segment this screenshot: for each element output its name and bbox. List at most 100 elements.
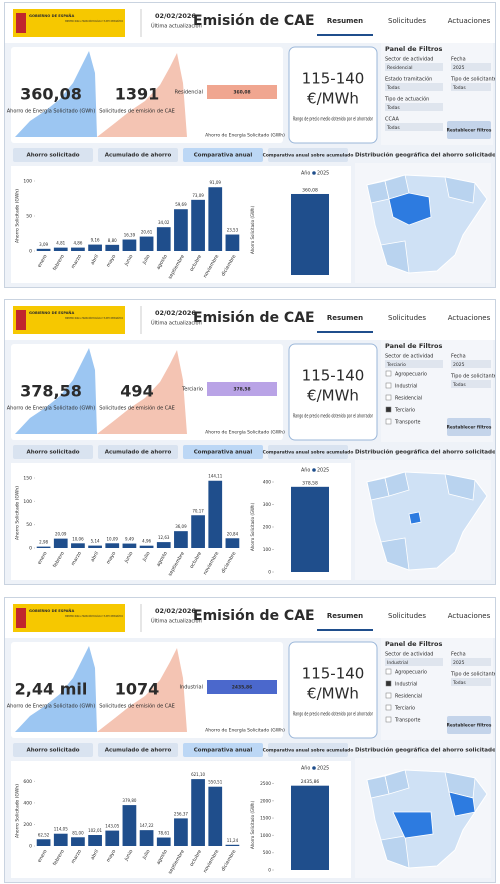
nav-tab[interactable]: Actuaciones [448, 612, 491, 620]
dropdown[interactable] [385, 63, 443, 71]
view-button[interactable] [13, 743, 93, 757]
sector-checkbox[interactable] [385, 382, 392, 389]
nav-tab[interactable]: Actuaciones [448, 17, 491, 25]
sector-bar-value: 2435,86 [232, 685, 253, 691]
dropdown[interactable] [451, 63, 491, 71]
view-button-label[interactable]: Comparativa anual [194, 450, 253, 456]
nav-tab[interactable]: Resumen [327, 612, 363, 620]
bar [156, 227, 171, 251]
bar-value-label: 3,09 [39, 242, 48, 247]
nav-tab[interactable]: Actuaciones [448, 314, 491, 322]
bar [191, 515, 205, 548]
map-region [444, 176, 476, 204]
reset-button[interactable] [447, 418, 491, 436]
sector-checkbox[interactable] [385, 418, 392, 425]
y-tick-label: 200 [263, 525, 271, 531]
view-button-label[interactable]: Comparativa anual [194, 748, 253, 754]
comparison-bar-label: 378,58 [302, 480, 318, 486]
nav-tab[interactable]: Resumen [327, 314, 363, 322]
dropdown-value: Industrial [387, 660, 408, 666]
view-button[interactable] [13, 445, 93, 459]
y-tick-label: 50 [26, 214, 32, 220]
bar-value-label: 11,24 [227, 838, 239, 843]
sector-checkbox[interactable] [385, 668, 392, 675]
dropdown-value: Todas [452, 680, 466, 686]
view-button-label[interactable]: Comparativa anual sobre acumulado [263, 748, 354, 754]
dropdown[interactable] [385, 658, 443, 666]
view-button[interactable] [98, 445, 178, 459]
view-button-label[interactable]: Acumulado de ahorro [105, 153, 172, 159]
dropdown[interactable] [385, 123, 443, 131]
view-button-label[interactable]: Comparativa anual sobre acumulado [263, 153, 354, 159]
reset-button[interactable] [447, 716, 491, 734]
kpi-requests-value: 494 [120, 382, 153, 401]
bar [36, 839, 51, 846]
x-tick-label: junio [123, 849, 135, 863]
sector-caption: Ahorro de Energía Solicitado (GWh) [205, 727, 285, 734]
sector-checkbox[interactable] [385, 394, 392, 401]
y-tick-label: 400 [23, 800, 32, 806]
bar-value-label: 20,09 [55, 532, 67, 537]
y-tick-label: 200 [23, 822, 32, 828]
view-button[interactable] [183, 445, 263, 459]
filter-label: Sector de actividad [385, 354, 433, 360]
reset-button[interactable] [447, 121, 491, 139]
nav-tab[interactable]: Solicitudes [388, 17, 426, 25]
view-button-label[interactable]: Acumulado de ahorro [105, 748, 172, 754]
bar [156, 542, 171, 548]
sector-checkbox[interactable] [385, 716, 392, 723]
view-button[interactable] [268, 148, 348, 162]
view-button-label[interactable]: Acumulado de ahorro [105, 450, 172, 456]
dropdown[interactable] [451, 360, 491, 368]
nav-tab[interactable]: Solicitudes [388, 314, 426, 322]
sector-checkbox[interactable] [385, 692, 392, 699]
sector-checkbox[interactable] [385, 406, 392, 413]
dropdown[interactable] [385, 83, 443, 91]
dropdown[interactable] [451, 678, 491, 686]
dropdown[interactable] [451, 83, 491, 91]
view-button[interactable] [183, 743, 263, 757]
sector-bar-value: 378,58 [233, 387, 250, 393]
view-button[interactable] [268, 445, 348, 459]
bar [71, 247, 85, 251]
dropdown[interactable] [451, 380, 491, 388]
sector-checkbox[interactable] [385, 370, 392, 377]
view-button-label[interactable]: Ahorro solicitado [26, 450, 79, 456]
y-tick-label: 0 [29, 844, 32, 850]
sector-bar [207, 680, 277, 694]
view-button[interactable] [183, 148, 263, 162]
view-button[interactable] [268, 743, 348, 757]
dropdown-value: Todas [386, 105, 400, 111]
bar [208, 786, 223, 846]
update-caption: Última actualización [151, 320, 202, 327]
reset-button-label: Restablecer filtros [447, 425, 492, 431]
view-button-label[interactable]: Ahorro solicitado [26, 748, 79, 754]
sector-checkbox[interactable] [385, 680, 392, 687]
logo-shield [16, 310, 26, 330]
view-button[interactable] [98, 148, 178, 162]
bar [88, 545, 102, 548]
y-axis-title: Ahorro Solicitado (GWh) [15, 189, 21, 243]
dashboard-title: Emisión de CAE [193, 310, 315, 326]
nav-tab[interactable]: Resumen [327, 17, 363, 25]
sector-caption: Ahorro de Energía Solicitado (GWh) [205, 132, 285, 139]
bar [191, 199, 205, 251]
bar-value-label: 9,16 [91, 238, 100, 243]
kpi-requests-value: 1074 [115, 680, 160, 699]
view-button-label[interactable]: Comparativa anual [194, 153, 253, 159]
comparison-bar [291, 486, 329, 572]
x-tick-label: abril [90, 551, 101, 563]
sector-checkbox[interactable] [385, 704, 392, 711]
view-button-label[interactable]: Ahorro solicitado [26, 153, 79, 159]
nav-tab[interactable]: Solicitudes [388, 612, 426, 620]
view-button[interactable] [13, 148, 93, 162]
dashboard-title: Emisión de CAE [193, 608, 315, 624]
dropdown[interactable] [451, 658, 491, 666]
view-button-label[interactable]: Comparativa anual sobre acumulado [263, 450, 354, 456]
dropdown-value: Todas [386, 125, 400, 131]
dropdown[interactable] [385, 103, 443, 111]
y-tick-label: 0 [268, 570, 271, 576]
view-button[interactable] [98, 743, 178, 757]
dropdown[interactable] [385, 360, 443, 368]
update-date: 02/02/2026 [155, 12, 196, 20]
